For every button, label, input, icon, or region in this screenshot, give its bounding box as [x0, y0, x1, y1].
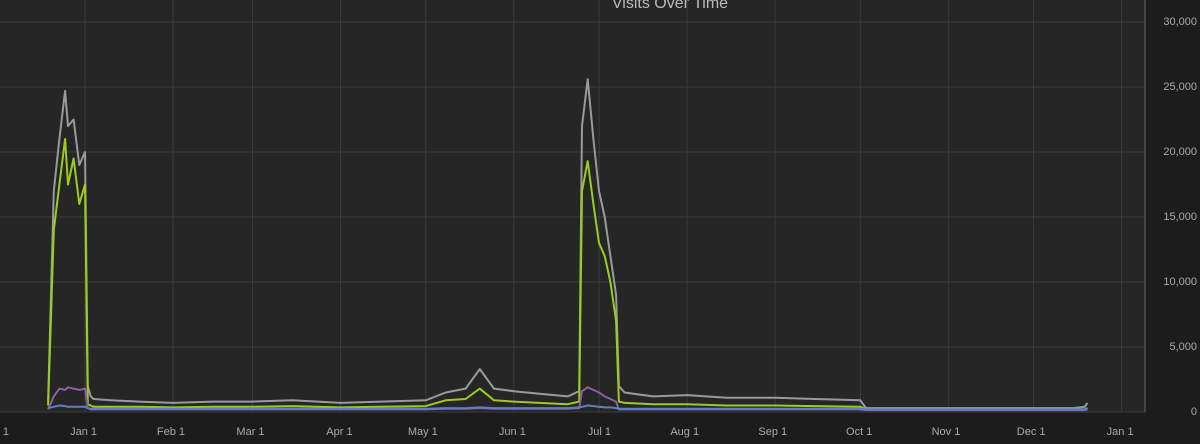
chart-title: Visits Over Time: [612, 0, 728, 12]
y-tick-label: 15,000: [1163, 211, 1197, 223]
series-line: [47, 138, 1088, 411]
x-tick-label: Feb 1: [157, 426, 185, 438]
x-tick-label: May 1: [408, 426, 438, 438]
y-tick-label: 0: [1191, 406, 1197, 418]
y-tick-label: 5,000: [1169, 341, 1197, 353]
x-tick-label: Jun 1: [499, 426, 526, 438]
series-line: [47, 404, 1088, 411]
x-tick-label: Jan 1: [1107, 426, 1134, 438]
y-tick-label: 10,000: [1163, 276, 1197, 288]
x-tick-label: Jan 1: [70, 426, 97, 438]
x-tick-label: Jul 1: [588, 426, 611, 438]
y-tick-label: 30,000: [1163, 16, 1197, 28]
x-tick-label: 1: [3, 426, 9, 438]
y-tick-label: 20,000: [1163, 146, 1197, 158]
series-line: [47, 78, 1089, 410]
x-tick-label: Nov 1: [932, 426, 961, 438]
x-tick-label: Dec 1: [1017, 426, 1046, 438]
plot-area: [0, 0, 1145, 412]
x-tick-label: Mar 1: [236, 426, 264, 438]
x-tick-label: Apr 1: [326, 426, 352, 438]
x-tick-label: Sep 1: [758, 426, 787, 438]
x-tick-label: Oct 1: [846, 426, 872, 438]
y-tick-label: 25,000: [1163, 81, 1197, 93]
x-tick-label: Aug 1: [670, 426, 699, 438]
